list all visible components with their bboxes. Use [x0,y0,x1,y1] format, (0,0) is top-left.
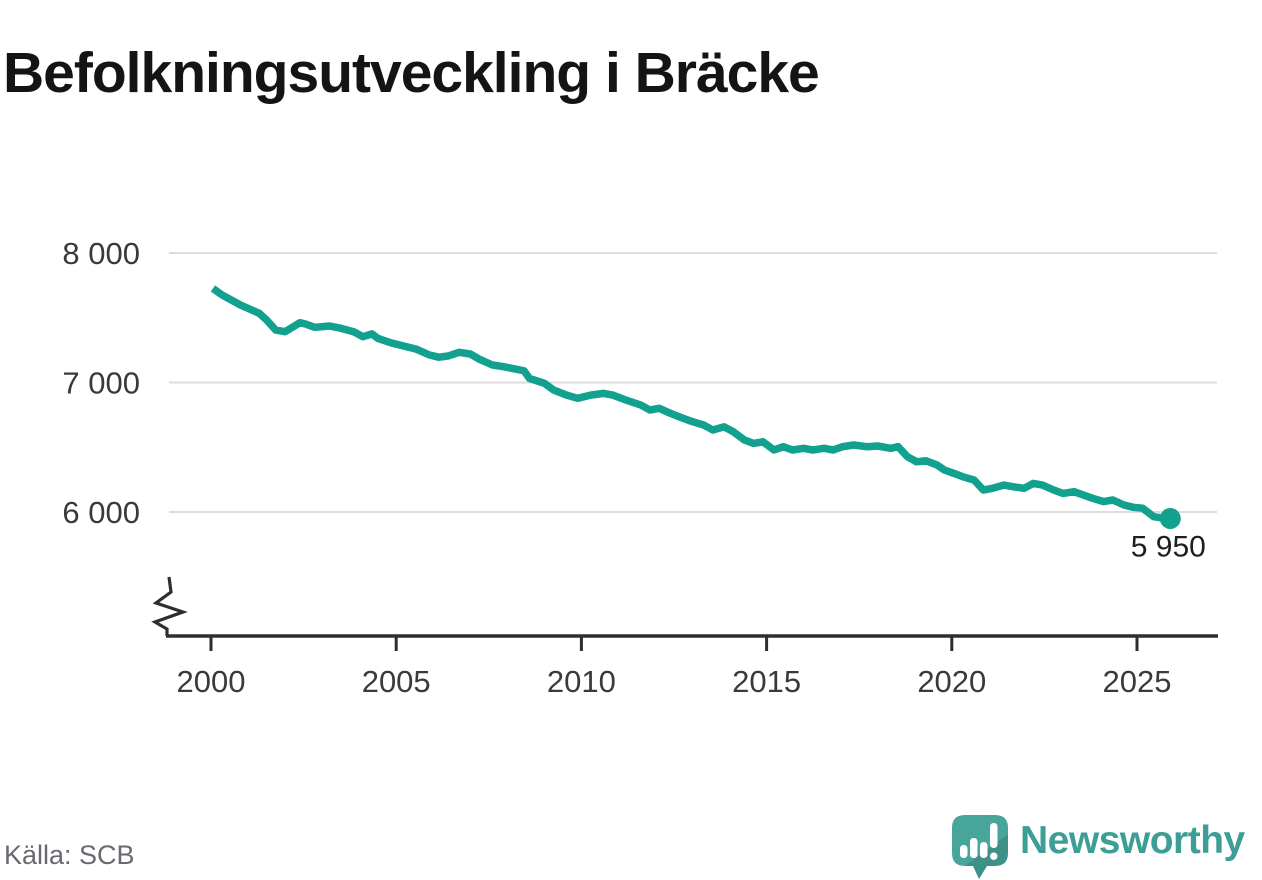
newsworthy-logo-icon [952,815,1008,879]
newsworthy-brand-lockup: Newsworthy [948,814,1245,880]
end-point-marker [1159,508,1181,529]
bar-chart-bar-3 [980,842,988,858]
y-axis-break-icon [151,576,188,636]
bar-chart-bar-2 [970,838,978,858]
end-value-label: 5 950 [1131,531,1206,564]
newsworthy-wordmark: Newsworthy [1020,819,1245,862]
page-title: Befolkningsutveckling i Bräcke [3,41,820,106]
exclamation-dot [990,852,998,860]
y-tick-label-6000: 6 000 [62,495,140,530]
exclamation-bar [990,823,998,848]
population-line [210,285,1171,523]
x-tick-label-2025: 2025 [1103,664,1172,699]
x-tick-label-2020: 2020 [917,664,986,699]
y-tick-label-8000: 8 000 [62,236,140,271]
x-tick-label-2010: 2010 [547,664,616,699]
x-tick-label-2015: 2015 [732,664,801,699]
x-tick-label-2000: 2000 [177,664,246,699]
y-tick-label-7000: 7 000 [62,366,140,401]
bar-chart-bar-1 [960,845,968,858]
source-note: Källa: SCB [4,840,135,870]
x-tick-label-2005: 2005 [362,664,431,699]
